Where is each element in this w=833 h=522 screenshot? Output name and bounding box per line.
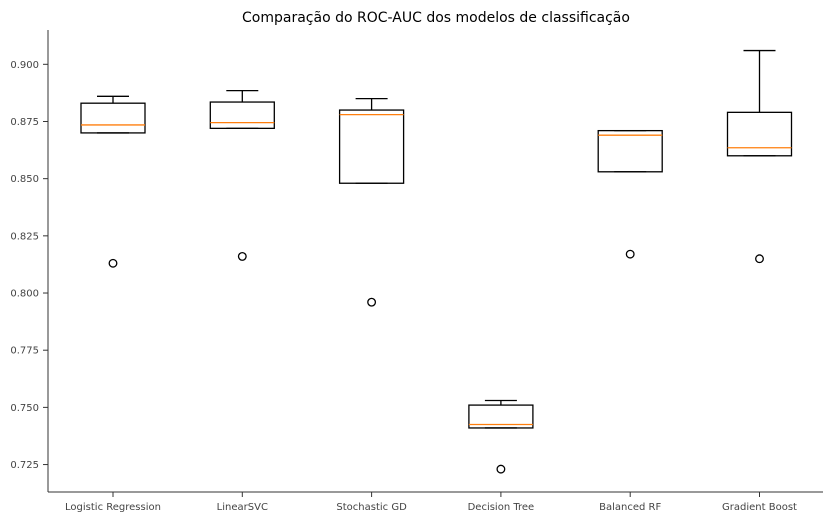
y-tick-label: 0.850 xyxy=(10,174,39,185)
boxes-group xyxy=(80,49,793,474)
y-axis-ticks: 0.725 0.750 0.775 0.800 0.825 0.850 0.875 0.900 xyxy=(10,60,48,471)
x-tick-label: Stochastic GD xyxy=(336,502,407,513)
box-rect xyxy=(726,111,793,157)
outlier-point xyxy=(496,464,506,474)
x-tick-label: Decision Tree xyxy=(468,502,535,513)
x-tick-label: Balanced RF xyxy=(599,502,661,513)
y-tick-label: 0.900 xyxy=(10,60,39,71)
box-group xyxy=(597,129,663,259)
y-tick-label: 0.725 xyxy=(10,460,39,471)
y-tick-label: 0.775 xyxy=(10,346,39,357)
box-rect xyxy=(597,129,663,173)
box-rect xyxy=(338,109,405,184)
chart-title: Comparação do ROC-AUC dos modelos de cla… xyxy=(242,10,630,26)
x-tick-label: Gradient Boost xyxy=(722,502,797,513)
box-group xyxy=(338,97,405,307)
box-group xyxy=(209,89,275,261)
box-group xyxy=(726,49,793,264)
box-rect xyxy=(80,102,146,134)
outlier-point xyxy=(755,254,764,264)
y-tick-label: 0.875 xyxy=(10,117,39,128)
x-tick-label: LinearSVC xyxy=(217,502,268,513)
box-group xyxy=(468,399,534,474)
y-tick-label: 0.750 xyxy=(10,403,39,414)
outlier-point xyxy=(237,251,247,261)
x-axis-ticks: Logistic Regression LinearSVC Stochastic G… xyxy=(65,492,797,513)
box-group xyxy=(80,95,146,268)
box-rect xyxy=(209,101,275,129)
outlier-point xyxy=(108,258,118,268)
y-tick-label: 0.800 xyxy=(10,289,39,300)
x-tick-label: Logistic Regression xyxy=(65,502,161,513)
y-tick-label: 0.825 xyxy=(10,231,39,242)
outlier-point xyxy=(367,297,377,307)
outlier-point xyxy=(625,249,635,259)
